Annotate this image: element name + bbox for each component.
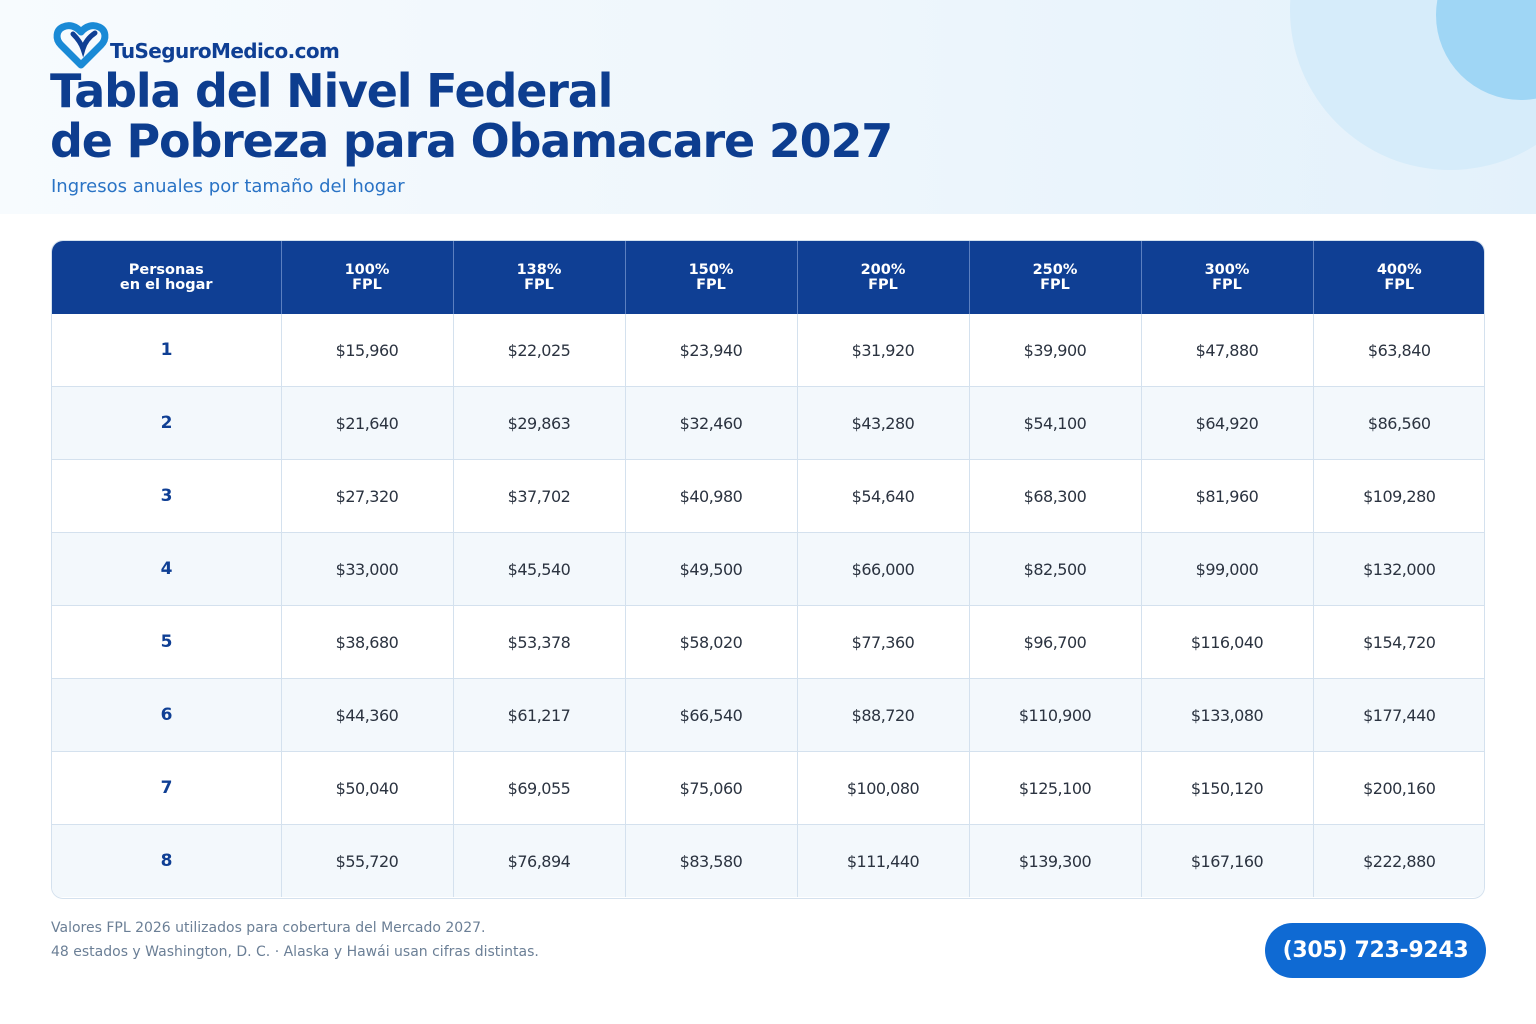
income-cell: $109,280 <box>1312 459 1484 533</box>
page-title-line-1: Tabla del Nivel Federal <box>50 64 613 118</box>
income-cell: $32,460 <box>624 386 797 460</box>
income-cell: $21,640 <box>280 386 453 460</box>
income-cell: $66,000 <box>796 532 969 606</box>
income-cell: $64,920 <box>1140 386 1313 460</box>
column-header-400-fpl: 400% FPL <box>1312 241 1484 314</box>
income-cell: $29,863 <box>452 386 625 460</box>
income-cell: $15,960 <box>280 314 453 387</box>
page-subtitle: Ingresos anuales por tamaño del hogar <box>51 176 405 197</box>
income-cell: $75,060 <box>624 751 797 825</box>
income-cell: $83,580 <box>624 824 797 897</box>
income-cell: $69,055 <box>452 751 625 825</box>
page-title: Tabla del Nivel Federal de Pobreza para … <box>50 64 893 168</box>
income-cell: $110,900 <box>968 678 1141 752</box>
income-cell: $86,560 <box>1312 386 1484 460</box>
column-header-100-fpl: 100% FPL <box>280 241 453 314</box>
income-cell: $50,040 <box>280 751 453 825</box>
income-cell: $77,360 <box>796 605 969 679</box>
household-size-cell: 5 <box>52 605 281 679</box>
fpl-table-container: Personas en el hogar 100% FPL 138% FPL 150%… <box>51 240 1485 899</box>
header-band <box>0 0 1536 214</box>
table-header-row: Personas en el hogar 100% FPL 138% FPL 150%… <box>52 241 1484 314</box>
income-cell: $200,160 <box>1312 751 1484 825</box>
table-row: 7 $50,040 $69,055 $75,060 $100,080 $125,… <box>52 751 1484 825</box>
income-cell: $125,100 <box>968 751 1141 825</box>
income-cell: $47,880 <box>1140 314 1313 387</box>
income-cell: $23,940 <box>624 314 797 387</box>
column-header-300-fpl: 300% FPL <box>1140 241 1313 314</box>
heart-logo-icon <box>53 22 109 69</box>
income-cell: $40,980 <box>624 459 797 533</box>
income-cell: $31,920 <box>796 314 969 387</box>
income-cell: $27,320 <box>280 459 453 533</box>
footnotes: Valores FPL 2026 utilizados para cobertu… <box>51 916 539 964</box>
income-cell: $66,540 <box>624 678 797 752</box>
footnote-1: Valores FPL 2026 utilizados para cobertu… <box>51 920 486 936</box>
income-cell: $58,020 <box>624 605 797 679</box>
income-cell: $44,360 <box>280 678 453 752</box>
column-header-150-fpl: 150% FPL <box>624 241 797 314</box>
household-size-cell: 7 <box>52 751 281 825</box>
income-cell: $88,720 <box>796 678 969 752</box>
income-cell: $150,120 <box>1140 751 1313 825</box>
household-size-cell: 8 <box>52 824 281 897</box>
income-cell: $116,040 <box>1140 605 1313 679</box>
income-cell: $68,300 <box>968 459 1141 533</box>
household-size-cell: 2 <box>52 386 281 460</box>
brand-logo-link[interactable]: TuSeguroMedico.com <box>52 20 340 70</box>
column-header-250-fpl: 250% FPL <box>968 241 1141 314</box>
income-cell: $111,440 <box>796 824 969 897</box>
income-cell: $39,900 <box>968 314 1141 387</box>
income-cell: $167,160 <box>1140 824 1313 897</box>
table-row: 2 $21,640 $29,863 $32,460 $43,280 $54,10… <box>52 386 1484 460</box>
income-cell: $54,100 <box>968 386 1141 460</box>
income-cell: $61,217 <box>452 678 625 752</box>
table-row: 5 $38,680 $53,378 $58,020 $77,360 $96,70… <box>52 605 1484 679</box>
income-cell: $45,540 <box>452 532 625 606</box>
income-cell: $38,680 <box>280 605 453 679</box>
column-header-138-fpl: 138% FPL <box>452 241 625 314</box>
income-cell: $132,000 <box>1312 532 1484 606</box>
household-size-cell: 1 <box>160 340 173 360</box>
household-size-cell: 6 <box>52 678 281 752</box>
income-cell: $154,720 <box>1312 605 1484 679</box>
income-cell: $133,080 <box>1140 678 1313 752</box>
page-title-line-2: de Pobreza para Obamacare 2027 <box>50 114 893 168</box>
table-row: 8 $55,720 $76,894 $83,580 $111,440 $139,… <box>52 824 1484 897</box>
income-cell: $63,840 <box>1312 314 1484 387</box>
income-cell: $139,300 <box>968 824 1141 897</box>
income-cell: $177,440 <box>1312 678 1484 752</box>
table-row: 6 $44,360 $61,217 $66,540 $88,720 $110,9… <box>52 678 1484 752</box>
income-cell: $54,640 <box>796 459 969 533</box>
household-size-cell: 4 <box>52 532 281 606</box>
table-row: 4 $33,000 $45,540 $49,500 $66,000 $82,50… <box>52 532 1484 606</box>
table-row: 1 $15,960 $22,025 $23,940 $31,920 $39,90… <box>52 314 1484 387</box>
income-cell: $53,378 <box>452 605 625 679</box>
income-cell: $49,500 <box>624 532 797 606</box>
income-cell: $43,280 <box>796 386 969 460</box>
income-cell: $81,960 <box>1140 459 1313 533</box>
footnote-2: 48 estados y Washington, D. C. · Alaska … <box>51 944 539 960</box>
income-cell: $96,700 <box>968 605 1141 679</box>
income-cell: $99,000 <box>1140 532 1313 606</box>
income-cell: $37,702 <box>452 459 625 533</box>
phone-call-button[interactable]: (305) 723-9243 <box>1265 923 1486 978</box>
column-header-household-size: Personas en el hogar <box>52 241 281 314</box>
income-cell: $76,894 <box>452 824 625 897</box>
income-cell: $222,880 <box>1312 824 1484 897</box>
brand-name: TuSeguroMedico.com <box>110 39 340 63</box>
fpl-table: Personas en el hogar 100% FPL 138% FPL 150%… <box>52 241 1484 897</box>
household-size-cell: 3 <box>52 459 281 533</box>
income-cell: $55,720 <box>280 824 453 897</box>
column-header-200-fpl: 200% FPL <box>796 241 969 314</box>
income-cell: $33,000 <box>280 532 453 606</box>
income-cell: $22,025 <box>452 314 625 387</box>
income-cell: $82,500 <box>968 532 1141 606</box>
table-row: 3 $27,320 $37,702 $40,980 $54,640 $68,30… <box>52 459 1484 533</box>
income-cell: $100,080 <box>796 751 969 825</box>
